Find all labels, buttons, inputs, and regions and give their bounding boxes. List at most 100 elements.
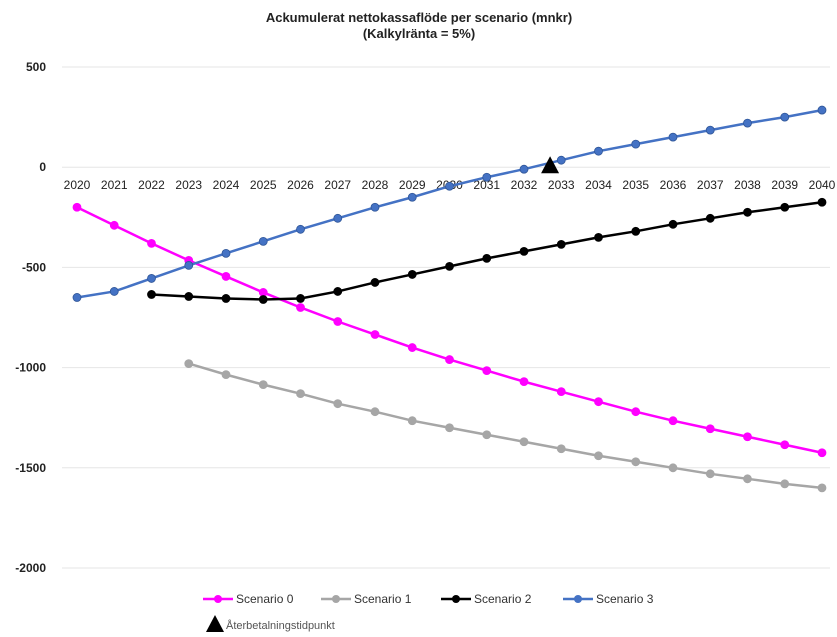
data-point	[743, 432, 752, 442]
data-point	[258, 295, 268, 304]
series-group	[72, 105, 827, 493]
data-point	[817, 197, 827, 207]
data-point	[407, 270, 417, 279]
data-point	[407, 416, 417, 426]
legend-marker	[574, 595, 582, 603]
triangle-icon	[541, 156, 560, 174]
series-line	[151, 201, 823, 301]
x-tick-label: 2029	[399, 178, 426, 192]
data-point	[221, 294, 231, 303]
series-line	[76, 206, 823, 454]
legend-label: Återbetalningstidpunkt	[226, 619, 335, 632]
data-point	[631, 407, 641, 417]
data-point	[445, 355, 454, 364]
y-tick-label: 500	[26, 60, 46, 74]
x-tick-label: 2040	[809, 178, 836, 192]
data-point	[705, 125, 715, 135]
x-tick-label: 2023	[175, 178, 202, 192]
x-tick-label: 2021	[101, 178, 128, 192]
data-point	[668, 416, 678, 426]
x-tick-label: 2020	[64, 178, 91, 192]
data-point	[445, 423, 454, 433]
data-point	[258, 236, 268, 246]
x-tick-label: 2039	[771, 178, 798, 192]
data-point	[407, 343, 417, 352]
data-point	[333, 317, 343, 326]
gridlines	[62, 66, 830, 569]
series-line	[188, 362, 823, 490]
data-point	[333, 399, 343, 409]
data-point	[631, 226, 641, 236]
x-tick-label: 2034	[585, 178, 612, 192]
data-point	[370, 407, 380, 417]
chart-subtitle: (Kalkylränta = 5%)	[363, 26, 475, 41]
data-point	[296, 303, 305, 312]
data-point	[333, 213, 343, 223]
data-point	[519, 437, 529, 447]
data-point	[705, 213, 715, 223]
y-axis: 500 0 -500 -1000 -1500 -2000	[15, 60, 46, 575]
legend-marker	[332, 595, 340, 603]
data-point	[296, 294, 305, 303]
y-tick-label: 0	[39, 160, 46, 174]
data-point	[296, 224, 305, 234]
data-point	[407, 192, 417, 202]
triangle-icon	[206, 615, 224, 632]
x-tick-label: 2028	[362, 178, 389, 192]
data-point	[668, 132, 678, 142]
x-tick-label: 2026	[287, 178, 314, 192]
data-point	[221, 248, 231, 258]
y-tick-label: -1000	[15, 361, 46, 375]
data-point	[184, 359, 194, 368]
y-tick-label: -500	[22, 260, 46, 274]
data-point	[743, 474, 752, 484]
data-point	[109, 220, 119, 230]
data-point	[445, 261, 454, 271]
legend-label: Scenario 3	[596, 592, 654, 606]
data-point	[556, 387, 566, 397]
data-point	[72, 293, 82, 302]
data-point	[594, 146, 603, 156]
data-point	[445, 181, 454, 191]
series-scenario-3	[72, 105, 827, 302]
data-point	[147, 274, 156, 283]
legend-marker	[452, 595, 460, 603]
data-point	[147, 238, 156, 248]
legend-marker	[214, 595, 222, 603]
x-tick-label: 2027	[324, 178, 351, 192]
data-point	[780, 440, 790, 450]
data-point	[482, 253, 492, 263]
data-point	[109, 287, 119, 296]
data-point	[258, 380, 268, 390]
data-point	[817, 448, 827, 458]
data-point	[296, 389, 305, 399]
data-point	[594, 232, 603, 242]
data-point	[482, 366, 492, 376]
data-point	[556, 239, 566, 249]
data-point	[743, 207, 752, 217]
x-tick-label: 2031	[473, 178, 500, 192]
data-point	[184, 292, 194, 301]
x-tick-label: 2035	[622, 178, 649, 192]
series-scenario-0	[72, 202, 827, 458]
data-point	[556, 155, 566, 165]
legend-item: Scenario 2	[441, 592, 532, 606]
data-point	[780, 112, 790, 122]
data-point	[743, 118, 752, 128]
data-point	[370, 330, 380, 339]
data-point	[519, 164, 529, 174]
x-tick-label: 2022	[138, 178, 165, 192]
data-point	[668, 463, 678, 473]
legend-item-payback: Återbetalningstidpunkt	[206, 615, 335, 632]
x-tick-label: 2037	[697, 178, 724, 192]
data-point	[519, 246, 529, 256]
x-tick-label: 2033	[548, 178, 575, 192]
data-point	[817, 483, 827, 493]
legend-label: Scenario 2	[474, 592, 532, 606]
data-point	[556, 444, 566, 454]
data-point	[72, 202, 82, 212]
data-point	[705, 424, 715, 434]
data-point	[705, 469, 715, 479]
y-tick-label: -1500	[15, 461, 46, 475]
